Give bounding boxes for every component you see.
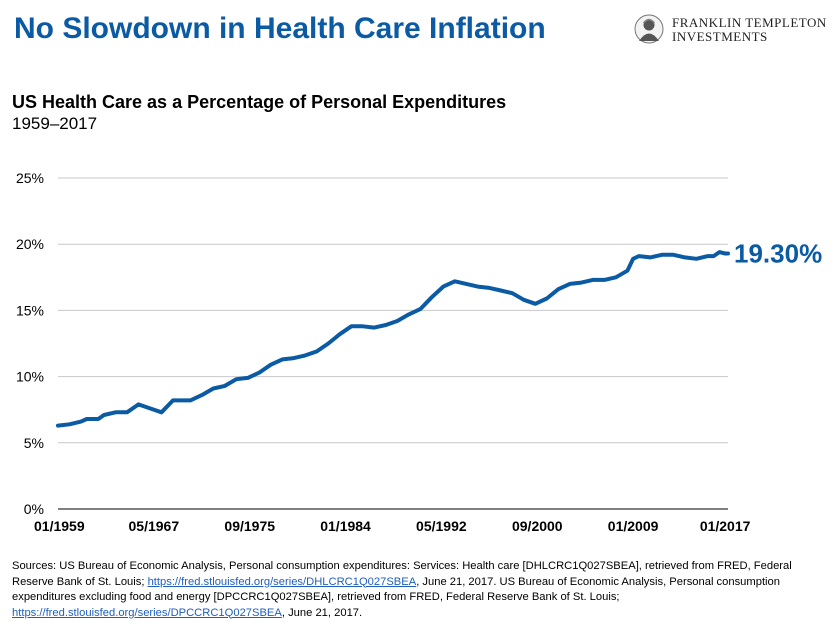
x-axis-tick-labels: 01/1959 05/1967 09/1975 01/1984 05/1992 09/20… [34,518,751,534]
sources-footnote: Sources: US Bureau of Economic Analysis,… [12,559,832,621]
series-line [56,250,730,428]
grid-layer [58,177,728,510]
x-tick-label: 09/1975 [224,518,275,534]
source-link-core-pce[interactable]: https://fred.stlouisfed.org/series/DPCCR… [12,606,282,619]
x-tick-label: 01/1959 [34,518,85,534]
chart-subtitle: 1959–2017 [12,114,98,133]
x-tick-label: 05/1967 [129,518,180,534]
x-tick-label: 01/1984 [320,518,371,534]
logo-text-line2: INVESTMENTS [672,29,768,44]
franklin-templeton-logo: FRANKLIN TEMPLETON INVESTMENTS [634,14,834,44]
y-tick-label: 5% [24,435,44,451]
end-value-label: 19.30% [734,238,822,268]
chart-title: US Health Care as a Percentage of Person… [12,92,507,112]
y-tick-label: 20% [16,236,44,252]
y-tick-label: 25% [16,170,44,186]
source-link-health-care[interactable]: https://fred.stlouisfed.org/series/DHLCR… [147,575,417,588]
line-chart: 0%5%10%15%20%25% 01/1959 05/1967 09/1975 01… [16,170,822,534]
logo-text-line1: FRANKLIN TEMPLETON [672,15,827,30]
y-tick-label: 15% [16,302,44,318]
franklin-portrait-seal-icon [634,14,664,44]
sources-text-2: , June 21, 2017. US Bureau of Economic A… [12,575,780,604]
x-tick-label: 01/2017 [700,518,751,534]
sources-text-1: Sources: US Bureau of Economic Analysis,… [12,560,792,588]
headline: No Slowdown in Health Care Inflation [14,12,546,45]
y-tick-label: 0% [24,501,44,517]
x-tick-label: 05/1992 [416,518,467,534]
x-tick-label: 09/2000 [512,518,563,534]
y-tick-label: 10% [16,369,44,385]
sources-text-3: , June 21, 2017. [281,606,363,619]
y-axis-tick-labels: 0% 5% 10% 15% 20% 25% [16,170,44,517]
x-tick-label: 01/2009 [608,518,659,534]
